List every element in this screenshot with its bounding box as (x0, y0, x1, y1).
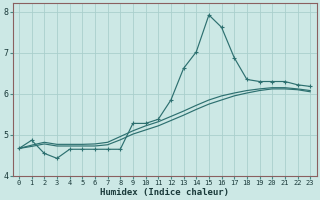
X-axis label: Humidex (Indice chaleur): Humidex (Indice chaleur) (100, 188, 229, 197)
